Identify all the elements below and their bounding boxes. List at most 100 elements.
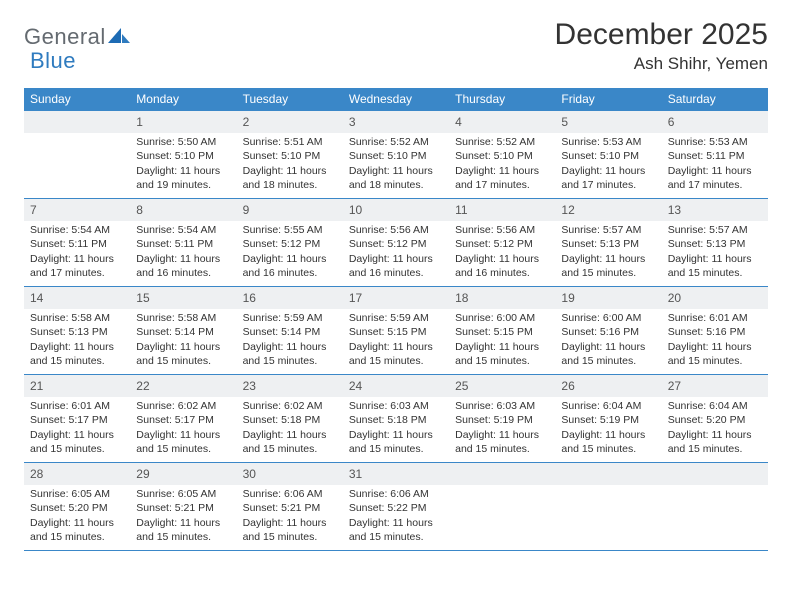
day-number: 3 [343, 111, 449, 133]
daylight-text: Daylight: 11 hours [136, 428, 230, 442]
day-cell: 12Sunrise: 5:57 AMSunset: 5:13 PMDayligh… [555, 199, 661, 286]
sunset-text: Sunset: 5:16 PM [561, 325, 655, 339]
week-row: 1Sunrise: 5:50 AMSunset: 5:10 PMDaylight… [24, 111, 768, 199]
daylight-text: Daylight: 11 hours [243, 428, 337, 442]
day-number: 28 [24, 463, 130, 485]
daylight-text: and 18 minutes. [349, 178, 443, 192]
daylight-text: and 15 minutes. [243, 354, 337, 368]
daylight-text: Daylight: 11 hours [455, 340, 549, 354]
sunrise-text: Sunrise: 5:53 AM [668, 135, 762, 149]
daylight-text: Daylight: 11 hours [668, 252, 762, 266]
daylight-text: and 19 minutes. [136, 178, 230, 192]
daylight-text: and 17 minutes. [561, 178, 655, 192]
day-number-empty [662, 463, 768, 485]
sunset-text: Sunset: 5:13 PM [30, 325, 124, 339]
daylight-text: Daylight: 11 hours [243, 252, 337, 266]
weekday-sun: Sunday [24, 88, 130, 111]
daylight-text: Daylight: 11 hours [136, 164, 230, 178]
daylight-text: and 15 minutes. [30, 442, 124, 456]
sunrise-text: Sunrise: 5:59 AM [349, 311, 443, 325]
sunrise-text: Sunrise: 6:02 AM [243, 399, 337, 413]
sunrise-text: Sunrise: 6:01 AM [30, 399, 124, 413]
day-number: 25 [449, 375, 555, 397]
daylight-text: Daylight: 11 hours [668, 428, 762, 442]
day-cell: 27Sunrise: 6:04 AMSunset: 5:20 PMDayligh… [662, 375, 768, 462]
daylight-text: and 15 minutes. [243, 442, 337, 456]
day-cell: 16Sunrise: 5:59 AMSunset: 5:14 PMDayligh… [237, 287, 343, 374]
daylight-text: and 15 minutes. [30, 354, 124, 368]
sunset-text: Sunset: 5:18 PM [243, 413, 337, 427]
day-cell: 5Sunrise: 5:53 AMSunset: 5:10 PMDaylight… [555, 111, 661, 198]
brand-logo: General [24, 24, 130, 50]
daylight-text: Daylight: 11 hours [455, 428, 549, 442]
daylight-text: Daylight: 11 hours [243, 164, 337, 178]
sunrise-text: Sunrise: 6:03 AM [349, 399, 443, 413]
daylight-text: and 17 minutes. [455, 178, 549, 192]
daylight-text: Daylight: 11 hours [136, 340, 230, 354]
day-number: 14 [24, 287, 130, 309]
daylight-text: and 15 minutes. [349, 442, 443, 456]
sunrise-text: Sunrise: 5:54 AM [136, 223, 230, 237]
sunset-text: Sunset: 5:13 PM [561, 237, 655, 251]
sunrise-text: Sunrise: 5:56 AM [455, 223, 549, 237]
day-cell: 28Sunrise: 6:05 AMSunset: 5:20 PMDayligh… [24, 463, 130, 550]
daylight-text: Daylight: 11 hours [455, 252, 549, 266]
sunset-text: Sunset: 5:17 PM [30, 413, 124, 427]
sunrise-text: Sunrise: 6:04 AM [561, 399, 655, 413]
calendar-grid: Sunday Monday Tuesday Wednesday Thursday… [24, 88, 768, 551]
day-number-empty [24, 111, 130, 133]
day-number: 18 [449, 287, 555, 309]
sunset-text: Sunset: 5:16 PM [668, 325, 762, 339]
title-block: December 2025 Ash Shihr, Yemen [555, 18, 768, 74]
sunset-text: Sunset: 5:20 PM [30, 501, 124, 515]
sunset-text: Sunset: 5:12 PM [349, 237, 443, 251]
daylight-text: Daylight: 11 hours [349, 340, 443, 354]
sunrise-text: Sunrise: 5:52 AM [455, 135, 549, 149]
sunset-text: Sunset: 5:21 PM [243, 501, 337, 515]
day-cell: 23Sunrise: 6:02 AMSunset: 5:18 PMDayligh… [237, 375, 343, 462]
daylight-text: and 15 minutes. [668, 266, 762, 280]
weekday-tue: Tuesday [237, 88, 343, 111]
daylight-text: Daylight: 11 hours [243, 340, 337, 354]
day-number: 16 [237, 287, 343, 309]
daylight-text: and 15 minutes. [349, 354, 443, 368]
daylight-text: and 15 minutes. [136, 354, 230, 368]
day-cell: 17Sunrise: 5:59 AMSunset: 5:15 PMDayligh… [343, 287, 449, 374]
day-cell: 25Sunrise: 6:03 AMSunset: 5:19 PMDayligh… [449, 375, 555, 462]
sunrise-text: Sunrise: 6:06 AM [349, 487, 443, 501]
daylight-text: Daylight: 11 hours [30, 340, 124, 354]
day-number: 2 [237, 111, 343, 133]
daylight-text: Daylight: 11 hours [30, 516, 124, 530]
day-number: 5 [555, 111, 661, 133]
day-number: 27 [662, 375, 768, 397]
daylight-text: Daylight: 11 hours [561, 340, 655, 354]
day-number: 24 [343, 375, 449, 397]
sunset-text: Sunset: 5:18 PM [349, 413, 443, 427]
sunrise-text: Sunrise: 5:53 AM [561, 135, 655, 149]
day-number: 1 [130, 111, 236, 133]
daylight-text: and 15 minutes. [561, 442, 655, 456]
sunrise-text: Sunrise: 5:52 AM [349, 135, 443, 149]
weekday-header-row: Sunday Monday Tuesday Wednesday Thursday… [24, 88, 768, 111]
sunset-text: Sunset: 5:10 PM [349, 149, 443, 163]
daylight-text: and 15 minutes. [349, 530, 443, 544]
logo-text-blue: Blue [30, 48, 76, 73]
sunset-text: Sunset: 5:10 PM [136, 149, 230, 163]
sunrise-text: Sunrise: 5:58 AM [30, 311, 124, 325]
day-cell: 11Sunrise: 5:56 AMSunset: 5:12 PMDayligh… [449, 199, 555, 286]
day-number: 21 [24, 375, 130, 397]
sunrise-text: Sunrise: 5:51 AM [243, 135, 337, 149]
day-cell: 26Sunrise: 6:04 AMSunset: 5:19 PMDayligh… [555, 375, 661, 462]
daylight-text: Daylight: 11 hours [668, 340, 762, 354]
sunset-text: Sunset: 5:13 PM [668, 237, 762, 251]
calendar-page: General December 2025 Ash Shihr, Yemen B… [0, 0, 792, 569]
day-number: 10 [343, 199, 449, 221]
location-label: Ash Shihr, Yemen [555, 54, 768, 74]
week-row: 7Sunrise: 5:54 AMSunset: 5:11 PMDaylight… [24, 199, 768, 287]
sunrise-text: Sunrise: 5:59 AM [243, 311, 337, 325]
day-cell: 1Sunrise: 5:50 AMSunset: 5:10 PMDaylight… [130, 111, 236, 198]
weekday-wed: Wednesday [343, 88, 449, 111]
day-cell: 6Sunrise: 5:53 AMSunset: 5:11 PMDaylight… [662, 111, 768, 198]
day-cell: 3Sunrise: 5:52 AMSunset: 5:10 PMDaylight… [343, 111, 449, 198]
daylight-text: and 15 minutes. [30, 530, 124, 544]
